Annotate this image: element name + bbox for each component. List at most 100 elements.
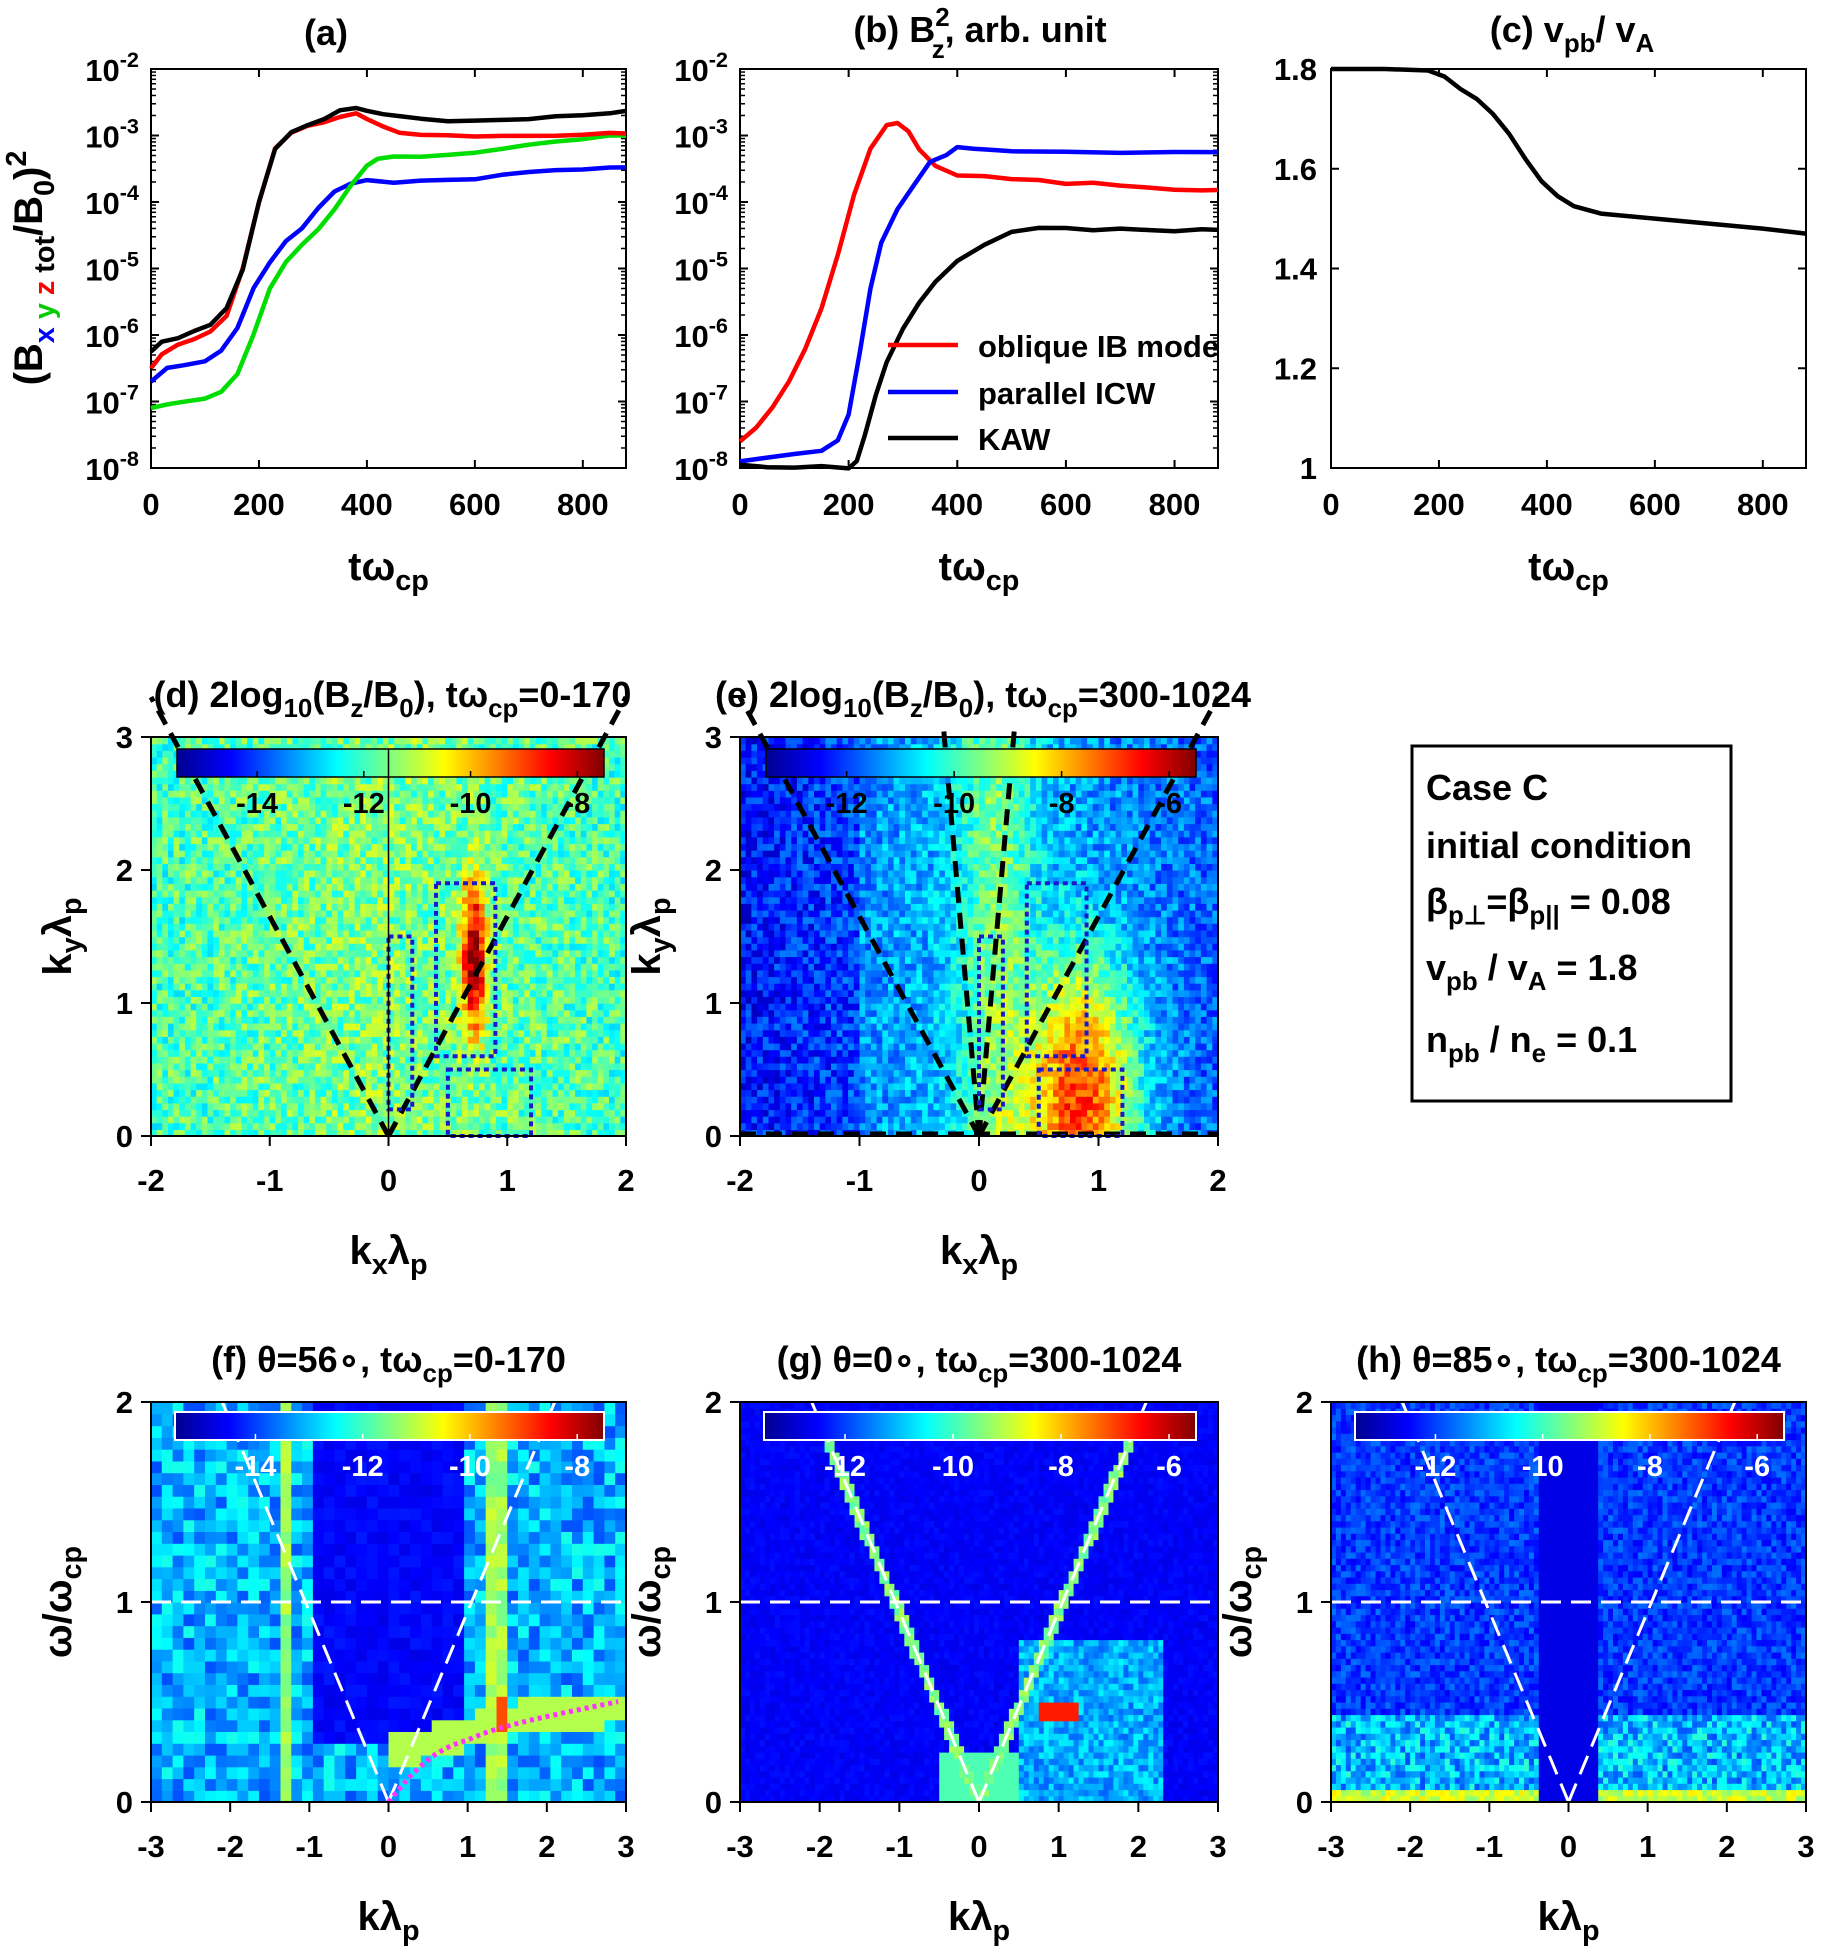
heatmap-cell — [451, 950, 457, 957]
heatmap-cell — [513, 883, 519, 890]
heatmap-cell — [174, 990, 180, 997]
heatmap-cell — [507, 950, 513, 957]
heatmap-cell — [553, 790, 559, 797]
heatmap-cell — [162, 996, 168, 1003]
heatmap-cell — [236, 937, 242, 944]
heatmap-cell — [326, 843, 332, 850]
heatmap-cell — [343, 877, 349, 884]
heatmap-cell — [462, 1023, 468, 1030]
heatmap-cell — [321, 1109, 327, 1116]
heatmap-cell — [524, 850, 530, 857]
heatmap-cell — [298, 837, 304, 844]
heatmap-cell — [507, 996, 513, 1003]
heatmap-cell — [196, 1043, 202, 1050]
heatmap-cell — [349, 890, 355, 897]
heatmap-cell — [292, 1023, 298, 1030]
heatmap-cell — [253, 737, 259, 744]
heatmap-cell — [247, 1056, 253, 1063]
heatmap-cell — [434, 777, 440, 784]
heatmap-cell — [168, 857, 174, 864]
heatmap-cell — [377, 1070, 383, 1077]
heatmap-cell — [547, 843, 553, 850]
heatmap-cell — [406, 843, 412, 850]
heatmap-cell — [321, 903, 327, 910]
heatmap-cell — [355, 996, 361, 1003]
heatmap-cell — [343, 837, 349, 844]
heatmap-cell — [541, 877, 547, 884]
heatmap-cell — [174, 1030, 180, 1037]
heatmap-cell — [292, 804, 298, 811]
heatmap-cell — [196, 890, 202, 897]
heatmap-cell — [372, 1030, 378, 1037]
heatmap-cell — [473, 843, 479, 850]
x-tick-label: 600 — [1040, 487, 1092, 522]
heatmap-cell — [321, 1050, 327, 1057]
heatmap-cell — [372, 1036, 378, 1043]
heatmap-cell — [360, 877, 366, 884]
heatmap-cell — [530, 863, 536, 870]
heatmap-cell — [422, 817, 428, 824]
heatmap-cell — [270, 837, 276, 844]
heatmap-cell — [377, 1090, 383, 1097]
heatmap-cell — [219, 1070, 225, 1077]
heatmap-cell — [411, 797, 417, 804]
heatmap-cell — [417, 890, 423, 897]
heatmap-cell — [564, 910, 570, 917]
heatmap-cell — [275, 950, 281, 957]
heatmap-cell — [321, 1030, 327, 1037]
heatmap-cell — [281, 1050, 287, 1057]
heatmap-cell — [377, 990, 383, 997]
heatmap-cell — [247, 1109, 253, 1116]
heatmap-cell — [451, 983, 457, 990]
heatmap-cell — [298, 930, 304, 937]
heatmap-cell — [575, 1050, 581, 1057]
heatmap-cell — [213, 817, 219, 824]
heatmap-cell — [400, 1010, 406, 1017]
heatmap-cell — [315, 863, 321, 870]
heatmap-cell — [174, 943, 180, 950]
heatmap-cell — [411, 863, 417, 870]
heatmap-cell — [564, 1036, 570, 1043]
heatmap-cell — [309, 850, 315, 857]
heatmap-cell — [219, 817, 225, 824]
heatmap-cell — [321, 1096, 327, 1103]
heatmap-cell — [445, 863, 451, 870]
heatmap-cell — [417, 1090, 423, 1097]
heatmap-cell — [309, 1016, 315, 1023]
heatmap-cell — [519, 1116, 525, 1123]
heatmap-cell — [157, 897, 163, 904]
heatmap-cell — [349, 950, 355, 957]
heatmap-cell — [400, 810, 406, 817]
heatmap-cell — [281, 870, 287, 877]
heatmap-cell — [502, 1056, 508, 1063]
heatmap-cell — [225, 810, 231, 817]
heatmap-cell — [575, 1096, 581, 1103]
heatmap-cell — [191, 1090, 197, 1097]
heatmap-cell — [547, 930, 553, 937]
heatmap-cell — [270, 1010, 276, 1017]
heatmap-cell — [253, 857, 259, 864]
heatmap-cell — [473, 923, 479, 930]
heatmap-cell — [377, 883, 383, 890]
heatmap-cell — [287, 824, 293, 831]
heatmap-cell — [473, 903, 479, 910]
heatmap-cell — [360, 1116, 366, 1123]
heatmap-cell — [541, 950, 547, 957]
heatmap-cell — [343, 1016, 349, 1023]
heatmap-cell — [264, 937, 270, 944]
heatmap-cell — [168, 1050, 174, 1057]
heatmap-cell — [253, 1123, 259, 1130]
panel-c-title-part: / v — [1595, 9, 1635, 50]
heatmap-cell — [247, 910, 253, 917]
heatmap-cell — [292, 784, 298, 791]
heatmap-cell — [304, 797, 310, 804]
heatmap-cell — [417, 857, 423, 864]
heatmap-cell — [530, 737, 536, 744]
heatmap-cell — [219, 883, 225, 890]
heatmap-cell — [372, 1076, 378, 1083]
heatmap-cell — [208, 877, 214, 884]
heatmap-cell — [174, 863, 180, 870]
heatmap-cell — [230, 950, 236, 957]
heatmap-cell — [326, 917, 332, 924]
heatmap-cell — [400, 1043, 406, 1050]
